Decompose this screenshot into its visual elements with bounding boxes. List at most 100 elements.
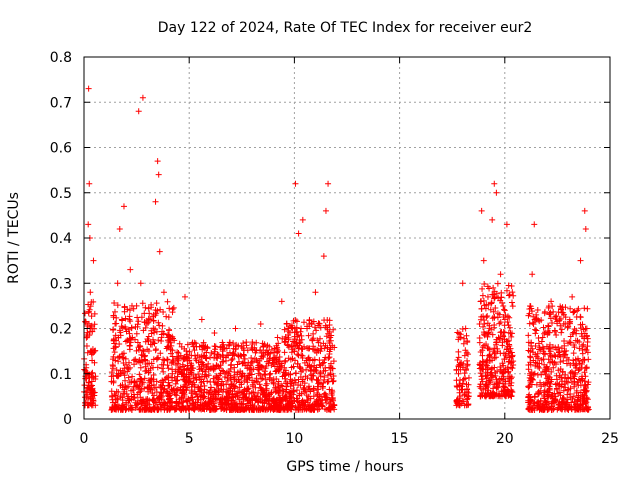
data-point — [258, 376, 265, 383]
data-point — [243, 386, 250, 393]
data-point — [560, 394, 567, 401]
data-point — [240, 340, 247, 347]
data-point — [297, 382, 304, 389]
data-point — [577, 257, 584, 264]
data-point — [87, 289, 94, 296]
data-point — [482, 331, 489, 338]
data-point — [109, 361, 116, 368]
data-point — [221, 400, 228, 407]
data-point — [535, 398, 542, 405]
data-point — [543, 375, 550, 382]
data-point — [227, 366, 234, 373]
data-point — [133, 400, 140, 407]
data-point — [582, 365, 589, 372]
data-point — [150, 364, 157, 371]
data-point — [568, 368, 575, 375]
data-point — [581, 381, 588, 388]
data-point — [171, 406, 178, 413]
data-point — [129, 334, 136, 341]
data-point — [539, 334, 546, 341]
data-point — [132, 323, 139, 330]
data-point — [499, 370, 506, 377]
data-point — [145, 388, 152, 395]
data-point — [319, 360, 326, 367]
data-point — [561, 381, 568, 388]
data-point — [298, 368, 305, 375]
data-point — [266, 343, 273, 350]
data-point — [126, 307, 133, 314]
data-point — [91, 392, 98, 399]
data-point — [122, 377, 129, 384]
data-point — [131, 379, 138, 386]
data-point — [235, 358, 242, 365]
data-point — [257, 362, 264, 369]
data-point — [555, 402, 562, 409]
data-point — [112, 357, 119, 364]
data-point — [219, 348, 226, 355]
data-point — [249, 377, 256, 384]
data-point — [563, 360, 570, 367]
data-point — [453, 402, 460, 409]
data-point — [483, 375, 490, 382]
data-point — [91, 348, 98, 355]
data-point — [173, 392, 180, 399]
data-point — [494, 280, 501, 287]
data-point — [533, 316, 540, 323]
data-point — [110, 326, 117, 333]
data-point — [491, 381, 498, 388]
data-point — [538, 383, 545, 390]
data-point — [188, 362, 195, 369]
data-point — [290, 363, 297, 370]
data-point — [246, 390, 253, 397]
data-point — [564, 379, 571, 386]
data-point — [575, 367, 582, 374]
data-point — [501, 322, 508, 329]
data-point — [219, 358, 226, 365]
data-point — [190, 343, 197, 350]
data-point — [479, 352, 486, 359]
data-point — [465, 351, 472, 358]
data-point — [279, 388, 286, 395]
data-point — [275, 390, 282, 397]
data-point — [310, 387, 317, 394]
data-point — [546, 341, 553, 348]
data-point — [169, 370, 176, 377]
data-point — [234, 361, 241, 368]
data-point — [550, 364, 557, 371]
data-point — [554, 353, 561, 360]
data-point — [550, 308, 557, 315]
data-point — [281, 349, 288, 356]
data-point — [582, 400, 589, 407]
data-point — [573, 361, 580, 368]
data-point — [134, 382, 141, 389]
data-point — [124, 368, 131, 375]
data-point — [161, 385, 168, 392]
data-point — [536, 364, 543, 371]
data-point — [500, 350, 507, 357]
data-point — [551, 352, 558, 359]
data-point — [135, 318, 142, 325]
data-point — [310, 393, 317, 400]
data-point — [506, 324, 513, 331]
data-point — [477, 393, 484, 400]
data-point — [217, 353, 224, 360]
x-axis-label: GPS time / hours — [286, 459, 403, 475]
data-point — [327, 364, 334, 371]
data-point — [315, 339, 322, 346]
data-point — [90, 257, 97, 264]
data-point — [203, 403, 210, 410]
data-point — [273, 356, 280, 363]
data-point — [560, 357, 567, 364]
data-point — [504, 318, 511, 325]
data-point — [167, 392, 174, 399]
data-point — [164, 298, 171, 305]
data-point — [157, 350, 164, 357]
data-point — [288, 406, 295, 413]
data-point — [110, 353, 117, 360]
data-point — [291, 339, 298, 346]
data-point — [552, 313, 559, 320]
data-point — [134, 314, 141, 321]
data-point — [292, 180, 299, 187]
data-point — [189, 381, 196, 388]
data-point — [142, 363, 149, 370]
